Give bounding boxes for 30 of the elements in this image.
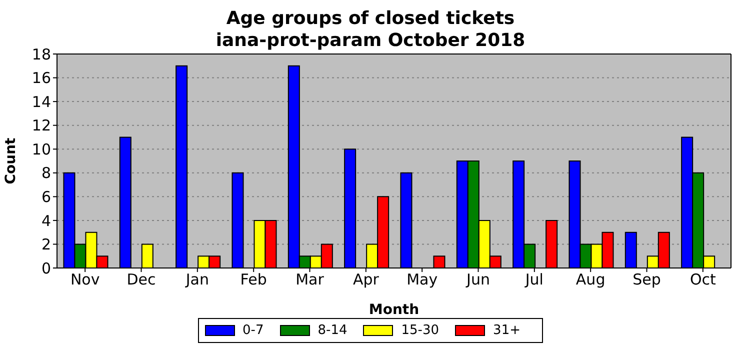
x-tick-label: May <box>406 270 438 289</box>
y-axis-title: Count <box>2 137 19 184</box>
y-tick-label: 12 <box>32 116 51 135</box>
x-tick-label: Jan <box>184 270 209 289</box>
x-tick-label: Jun <box>466 270 490 289</box>
x-tick-label: Apr <box>352 270 380 289</box>
y-tick-label: 2 <box>41 236 51 254</box>
legend-label: 31+ <box>493 323 520 338</box>
x-tick-label: Jul <box>524 270 544 289</box>
legend-label: 8-14 <box>318 323 348 338</box>
y-tick-label: 14 <box>32 92 51 111</box>
y-tick-label: 16 <box>32 69 51 88</box>
chart-subtitle: iana-prot-param October 2018 <box>216 30 526 51</box>
legend-label: 0-7 <box>242 323 264 338</box>
x-tick-label: Nov <box>70 270 100 289</box>
x-tick-label: Mar <box>296 270 325 289</box>
x-tick-label: Aug <box>576 270 606 289</box>
y-tick-label: 0 <box>41 259 51 278</box>
legend-label: 15-30 <box>401 323 440 338</box>
x-tick-label: Feb <box>240 270 267 289</box>
y-tick-label: 8 <box>41 164 51 182</box>
y-tick-label: 18 <box>32 45 51 64</box>
chart-title: Age groups of closed tickets <box>225 8 516 30</box>
x-tick-label: Sep <box>632 270 661 289</box>
y-tick-label: 6 <box>41 188 51 206</box>
y-tick-label: 10 <box>32 140 51 158</box>
x-tick-label: Dec <box>126 270 156 289</box>
y-tick-label: 4 <box>41 212 51 230</box>
x-tick-label: Oct <box>690 270 716 289</box>
x-axis-title: Month <box>368 302 420 318</box>
